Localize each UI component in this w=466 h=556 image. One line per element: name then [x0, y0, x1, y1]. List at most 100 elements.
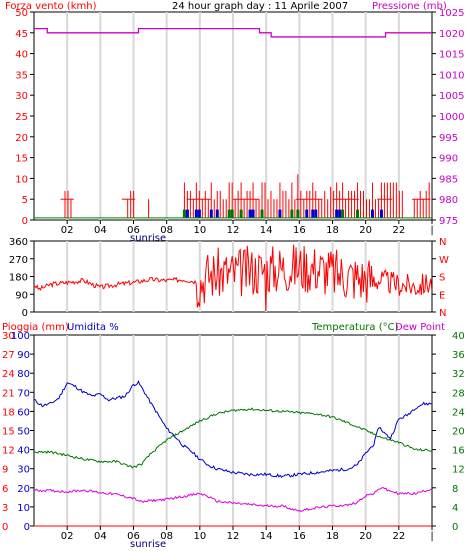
- wind-axis-label: Forza vento (kmh): [5, 1, 97, 12]
- wind-average-bar: [248, 209, 252, 218]
- temperature-tick-label: 20: [452, 427, 465, 438]
- compass-tick-label: N: [439, 308, 446, 319]
- pressure-tick-label: 990: [439, 154, 458, 165]
- direction-tick-label: 0: [22, 308, 28, 319]
- temperature-tick-label: 16: [452, 446, 465, 457]
- pressure-tick-label: 995: [439, 133, 458, 144]
- wind-average-bar: [335, 209, 339, 218]
- wind-average-bar: [341, 209, 345, 218]
- humidity-tick-label: 20: [17, 484, 30, 495]
- chart-title: 24 hour graph day : 11 Aprile 2007: [172, 1, 348, 12]
- rain-tick-label: 9: [2, 465, 8, 476]
- x-tick-label: 18: [326, 531, 339, 542]
- compass-tick-label: N: [439, 237, 446, 248]
- pressure-axis-label: Pressione (mb): [372, 1, 447, 12]
- direction-tick-label: 360: [9, 237, 28, 248]
- x-tick-label: 16: [293, 531, 306, 542]
- sunrise-label-1: sunrise: [130, 233, 166, 244]
- temperature-tick-label: 32: [452, 369, 465, 380]
- wind-average-bar: [296, 209, 300, 218]
- x-tick-label: 04: [94, 225, 107, 236]
- x-tick-label: 14: [260, 531, 273, 542]
- wind-tick-label: 30: [15, 91, 28, 102]
- wind-tick-label: 0: [22, 216, 28, 227]
- wind-average-bar: [290, 209, 294, 218]
- wind-average-bar: [194, 209, 198, 218]
- wind-tick-label: 25: [15, 112, 28, 123]
- x-tick-label: 02: [61, 225, 74, 236]
- x-tick-label: 04: [94, 531, 107, 542]
- wind-average-bar: [185, 209, 189, 218]
- x-tick-label: 16: [293, 225, 306, 236]
- x-tick-label: 06: [127, 225, 140, 236]
- x-tick-label: 06: [127, 531, 140, 542]
- x-tick-label: 20: [359, 225, 372, 236]
- x-tick-label: 12: [227, 225, 240, 236]
- wind-x-ticks: 02 04 06 08 10 12 14 16 18 20 22 |: [61, 220, 434, 236]
- x-tick-label: |: [430, 225, 433, 236]
- pressure-series: [34, 27, 432, 38]
- pressure-tick-label: 1010: [439, 70, 464, 81]
- temperature-tick-label: 4: [452, 503, 458, 514]
- wind-axis-ticks: 0 5 10 15 20 25 30 35 40 45 50: [15, 8, 34, 227]
- sunrise-label-2: sunrise: [130, 539, 166, 550]
- rain-tick-label: 3: [2, 503, 8, 514]
- temperature-series: [33, 407, 433, 469]
- x-tick-label: 10: [193, 225, 206, 236]
- wind-tick-label: 15: [15, 154, 28, 165]
- humidity-tick-label: 40: [17, 446, 30, 457]
- rain-axis-label: Pioggia (mm): [2, 322, 69, 333]
- temperature-axis-label: Temperatura (°C): [311, 322, 399, 333]
- temperature-tick-label: 40: [452, 331, 465, 342]
- wind-average-bar: [197, 209, 201, 218]
- pressure-tick-label: 1015: [439, 50, 464, 61]
- rain-tick-label: 21: [2, 388, 15, 399]
- rain-tick-label: 27: [2, 350, 15, 361]
- wind-average-bar: [260, 209, 264, 218]
- temperature-tick-label: 36: [452, 350, 465, 361]
- rain-tick-label: 0: [2, 522, 8, 533]
- direction-tick-label: 90: [15, 290, 28, 301]
- temperature-tick-label: 28: [452, 388, 465, 399]
- x-tick-label: |: [430, 531, 433, 542]
- humidity-tick-label: 10: [17, 503, 30, 514]
- wind-average-bar: [239, 209, 243, 218]
- wind-average-bar: [314, 209, 318, 218]
- pressure-tick-label: 1020: [439, 29, 464, 40]
- humidity-tick-label: 100: [11, 331, 30, 342]
- wind-average-bar: [370, 209, 374, 218]
- x-tick-label: 12: [227, 531, 240, 542]
- direction-line: [34, 244, 433, 312]
- x-tick-label: 08: [160, 225, 173, 236]
- humidity-tick-label: 30: [17, 465, 30, 476]
- dew-point-series: [33, 487, 433, 513]
- pressure-tick-label: 1000: [439, 112, 464, 123]
- x-tick-label: 02: [61, 531, 74, 542]
- rain-tick-label: 12: [2, 446, 15, 457]
- pressure-tick-label: 1005: [439, 91, 464, 102]
- x-tick-label: 08: [160, 531, 173, 542]
- temperature-axis-ticks: 0 4 8 12 16 20 24 28 32 36 40: [432, 331, 465, 533]
- wind-average-bar: [209, 209, 213, 218]
- wind-tick-label: 10: [15, 174, 28, 185]
- wind-tick-label: 20: [15, 133, 28, 144]
- wind-average-bar: [356, 209, 360, 218]
- x-tick-label: 20: [359, 531, 372, 542]
- wind-average-bar: [227, 209, 231, 218]
- humidity-tick-label: 60: [17, 407, 30, 418]
- humidity-tick-label: 50: [17, 427, 30, 438]
- rain-axis-ticks: 0 3 6 9 12 15 18 21 24 27 30: [2, 331, 15, 533]
- rain-tick-label: 18: [2, 407, 15, 418]
- pressure-line: [34, 27, 432, 38]
- wind-bars: [34, 174, 432, 219]
- compass-tick-label: W: [439, 255, 449, 266]
- humidity-series: [33, 380, 433, 479]
- direction-tick-label: 270: [9, 255, 28, 266]
- humidity-tick-label: 90: [17, 350, 30, 361]
- wind-average-bar: [338, 209, 342, 218]
- wind-tick-label: 40: [15, 50, 28, 61]
